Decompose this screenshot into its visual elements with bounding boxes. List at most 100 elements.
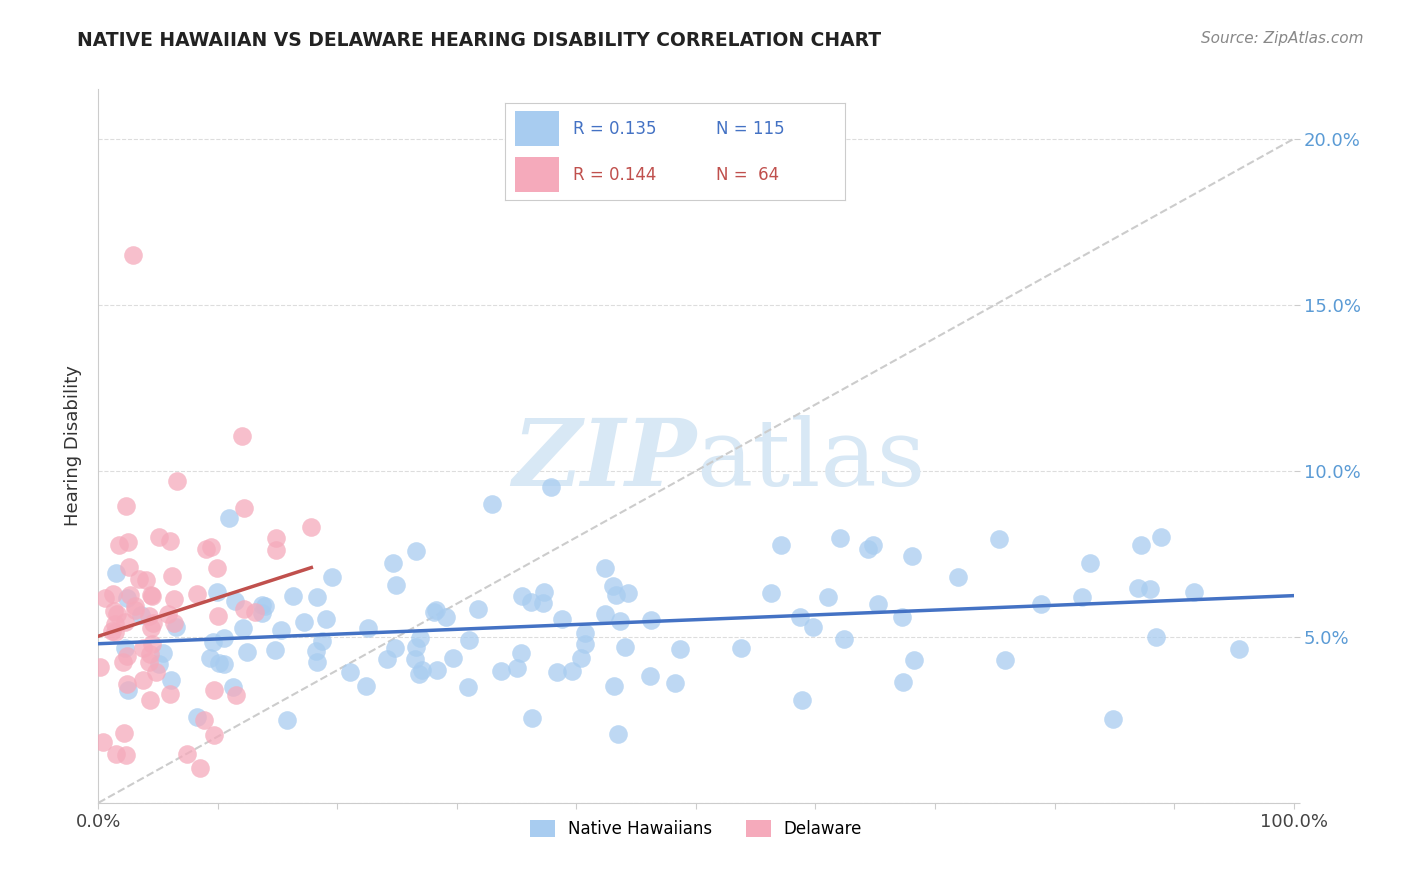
Point <box>100 624 122 638</box>
Point <box>115 649 138 664</box>
Point <box>218 511 240 525</box>
Point <box>114 615 136 630</box>
Point <box>375 652 398 666</box>
Point <box>200 540 222 554</box>
Point <box>225 688 247 702</box>
Point <box>605 588 627 602</box>
Point <box>141 637 163 651</box>
Point <box>212 657 235 671</box>
Point <box>891 675 914 690</box>
Point <box>207 656 229 670</box>
Point <box>1144 630 1167 644</box>
Point <box>551 612 574 626</box>
Point <box>669 641 692 656</box>
Point <box>141 589 163 603</box>
Point <box>193 713 215 727</box>
Point <box>165 620 187 634</box>
Point <box>948 570 970 584</box>
Point <box>614 640 637 655</box>
Point <box>489 664 512 678</box>
Point <box>264 531 287 545</box>
Point <box>510 646 533 660</box>
Point <box>1149 530 1171 544</box>
Point <box>457 680 479 694</box>
Point <box>520 595 543 609</box>
Point <box>276 714 298 728</box>
Point <box>129 607 152 622</box>
Point <box>789 609 811 624</box>
Point <box>988 532 1011 546</box>
Point <box>224 594 246 608</box>
Point <box>138 609 160 624</box>
Point <box>834 632 856 646</box>
Point <box>901 549 924 563</box>
Point <box>1029 597 1052 611</box>
Point <box>609 614 631 628</box>
Point <box>769 538 792 552</box>
Point <box>546 665 568 680</box>
Point <box>264 542 287 557</box>
Point <box>1101 712 1123 726</box>
Point <box>385 578 408 592</box>
Point <box>409 631 432 645</box>
Point <box>232 602 254 616</box>
Point <box>114 500 136 514</box>
Point <box>103 604 125 618</box>
Point <box>862 538 884 552</box>
Point <box>593 607 616 622</box>
Point <box>801 620 824 634</box>
Text: NATIVE HAWAIIAN VS DELAWARE HEARING DISABILITY CORRELATION CHART: NATIVE HAWAIIAN VS DELAWARE HEARING DISA… <box>77 31 882 50</box>
Point <box>1078 556 1101 570</box>
Point <box>467 602 489 616</box>
Point <box>114 640 136 655</box>
Point <box>186 709 208 723</box>
Point <box>903 653 925 667</box>
Point <box>540 481 562 495</box>
Point <box>108 538 131 552</box>
Point <box>103 625 125 640</box>
Point <box>117 683 139 698</box>
Point <box>105 607 128 622</box>
Point <box>404 652 426 666</box>
Point <box>101 587 124 601</box>
Point <box>510 589 533 603</box>
Point <box>263 643 285 657</box>
Point <box>138 692 160 706</box>
Point <box>160 569 183 583</box>
Point <box>115 676 138 690</box>
Point <box>830 532 852 546</box>
Point <box>305 591 328 605</box>
Point <box>104 616 127 631</box>
Point <box>434 610 457 624</box>
Point <box>202 683 225 698</box>
Point <box>176 747 198 762</box>
Point <box>89 660 111 674</box>
Point <box>299 520 322 534</box>
Point <box>425 603 447 617</box>
Point <box>105 747 128 761</box>
Point <box>305 644 328 658</box>
Point <box>405 640 427 654</box>
Point <box>157 607 180 622</box>
Point <box>638 668 661 682</box>
Point <box>571 650 593 665</box>
Point <box>145 665 167 679</box>
Point <box>250 598 273 612</box>
Point <box>202 728 225 742</box>
Point <box>138 656 160 670</box>
Point <box>603 679 626 693</box>
Point <box>292 615 315 629</box>
Point <box>252 607 274 621</box>
Point <box>384 641 406 656</box>
Point <box>321 570 343 584</box>
Point <box>186 587 208 601</box>
Point <box>124 603 146 617</box>
Point <box>94 591 117 605</box>
Point <box>866 598 889 612</box>
Point <box>574 625 596 640</box>
Point <box>481 497 503 511</box>
Point <box>357 621 380 635</box>
Text: ZIP: ZIP <box>512 416 696 505</box>
Point <box>533 585 555 599</box>
Point <box>1227 642 1250 657</box>
